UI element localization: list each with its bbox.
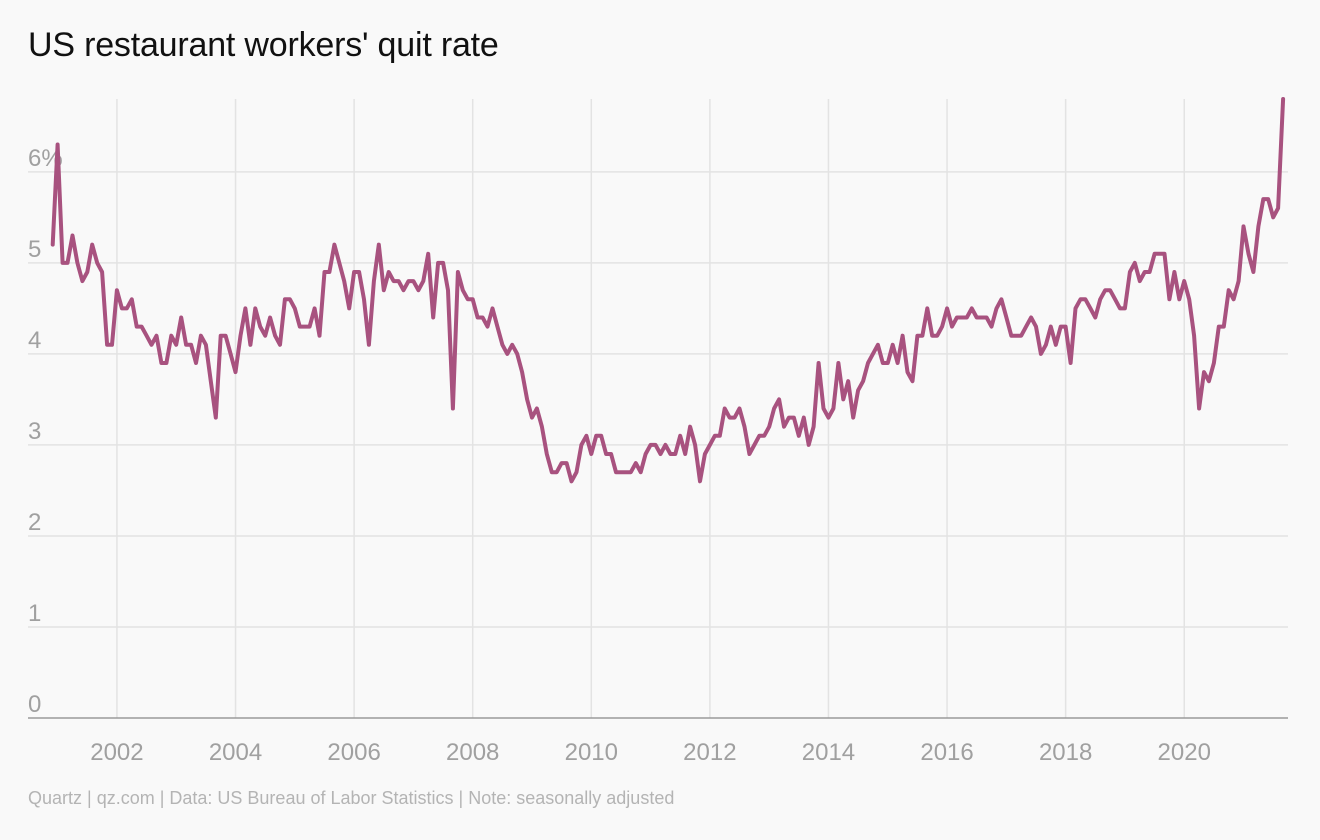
x-tick-label: 2004 — [209, 739, 262, 766]
source-note: Quartz | qz.com | Data: US Bureau of Lab… — [28, 788, 675, 808]
y-tick-label: 1 — [28, 600, 41, 627]
y-tick-label: 5 — [28, 236, 41, 263]
chart-title: US restaurant workers' quit rate — [28, 26, 499, 64]
x-tick-label: 2006 — [327, 739, 380, 766]
x-tick-label: 2012 — [683, 739, 736, 766]
y-tick-label: 4 — [28, 327, 41, 354]
y-tick-label: 3 — [28, 418, 41, 445]
y-tick-label: 0 — [28, 691, 41, 718]
x-tick-label: 2008 — [446, 739, 499, 766]
x-tick-label: 2020 — [1158, 739, 1211, 766]
x-tick-label: 2010 — [565, 739, 618, 766]
x-tick-label: 2002 — [90, 739, 143, 766]
y-tick-label: 2 — [28, 509, 41, 536]
x-tick-label: 2018 — [1039, 739, 1092, 766]
series-line-quit-rate — [50, 97, 1286, 484]
x-tick-label: 2014 — [802, 739, 855, 766]
x-tick-label: 2016 — [920, 739, 973, 766]
